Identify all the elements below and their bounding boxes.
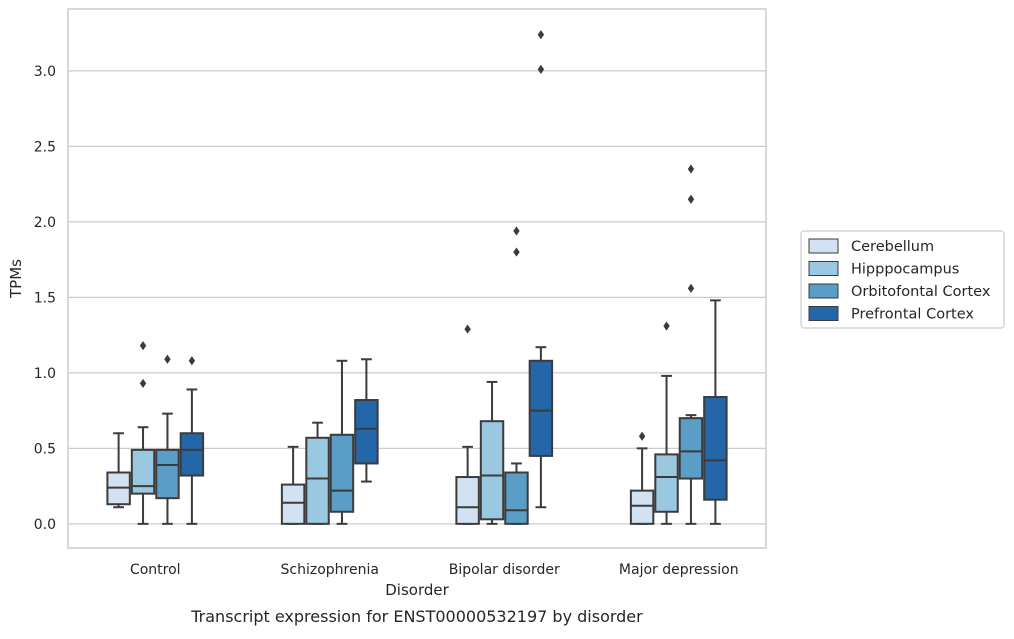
legend-swatch xyxy=(808,238,839,254)
box xyxy=(305,421,330,525)
box-body xyxy=(305,436,330,525)
box xyxy=(329,359,355,525)
y-tick-label: 0.5 xyxy=(34,441,56,457)
box xyxy=(479,380,505,525)
box-body xyxy=(455,476,480,525)
legend-swatch xyxy=(808,306,839,321)
box-body xyxy=(479,420,505,521)
outlier-point xyxy=(663,321,670,331)
y-tick-label: 2.0 xyxy=(34,215,56,231)
legend-label: Prefrontal Cortex xyxy=(851,307,974,323)
legend-swatch xyxy=(808,283,839,299)
box-body xyxy=(703,396,728,501)
box xyxy=(280,445,306,525)
box xyxy=(354,358,379,483)
legend-label: Orbitofontal Cortex xyxy=(851,284,991,300)
box xyxy=(504,226,529,525)
box-body xyxy=(654,453,679,513)
legend-swatch xyxy=(808,261,839,276)
y-tick-label: 1.0 xyxy=(34,366,56,382)
x-tick-label: Schizophrenia xyxy=(281,562,379,578)
y-tick-label: 3.0 xyxy=(34,64,56,80)
outlier-point xyxy=(513,226,520,236)
y-tick-label: 1.5 xyxy=(34,290,56,306)
outlier-point xyxy=(513,247,520,257)
box xyxy=(179,356,205,525)
x-tick-label: Bipolar disorder xyxy=(449,562,560,578)
box xyxy=(155,354,180,525)
outlier-point xyxy=(687,194,695,204)
outlier-point xyxy=(687,164,695,174)
y-tick-labels: 0.0 0.5 1.0 1.5 2.0 2.5 3.0 xyxy=(34,64,56,533)
box-body xyxy=(629,489,655,525)
box-body xyxy=(504,471,529,525)
plot-frame xyxy=(67,8,767,549)
box xyxy=(528,30,554,509)
box-series xyxy=(106,30,728,525)
box-body xyxy=(179,432,205,477)
y-tick-label: 0.0 xyxy=(34,517,56,533)
box xyxy=(703,299,728,525)
box-body xyxy=(130,448,156,495)
box-body xyxy=(678,417,704,480)
x-tick-label: Major depression xyxy=(619,562,739,578)
chart-caption: Transcript expression for ENST0000053219… xyxy=(190,607,643,626)
outlier-point xyxy=(139,341,147,351)
box xyxy=(106,432,131,509)
box-body xyxy=(329,433,355,513)
box-body xyxy=(354,399,379,465)
outlier-point xyxy=(537,30,545,40)
legend-label: Hipppocampus xyxy=(851,262,959,278)
box-body xyxy=(280,483,306,525)
outlier-point xyxy=(164,354,171,364)
y-axis-label: TPMs xyxy=(7,259,25,299)
box xyxy=(654,321,679,525)
box xyxy=(629,431,655,525)
x-tick-labels: Control Schizophrenia Bipolar disorder Majo… xyxy=(130,562,739,578)
box xyxy=(455,324,480,525)
legend-frame xyxy=(800,230,1005,329)
box xyxy=(678,164,704,525)
y-tick-label: 2.5 xyxy=(34,139,56,155)
x-axis-label: Disorder xyxy=(385,581,449,599)
outlier-point xyxy=(139,378,147,389)
box-body xyxy=(155,448,180,500)
outlier-point xyxy=(638,431,646,441)
legend: Cerebellum Hipppocampus Orbitofontal Corte… xyxy=(800,230,1005,329)
x-tick-label: Control xyxy=(130,562,181,578)
legend-label: Cerebellum xyxy=(851,239,934,255)
box-body xyxy=(528,359,554,457)
box xyxy=(130,341,156,525)
outlier-point xyxy=(687,283,695,293)
outlier-point xyxy=(537,64,545,74)
outlier-point xyxy=(464,324,471,334)
outlier-point xyxy=(188,356,196,366)
